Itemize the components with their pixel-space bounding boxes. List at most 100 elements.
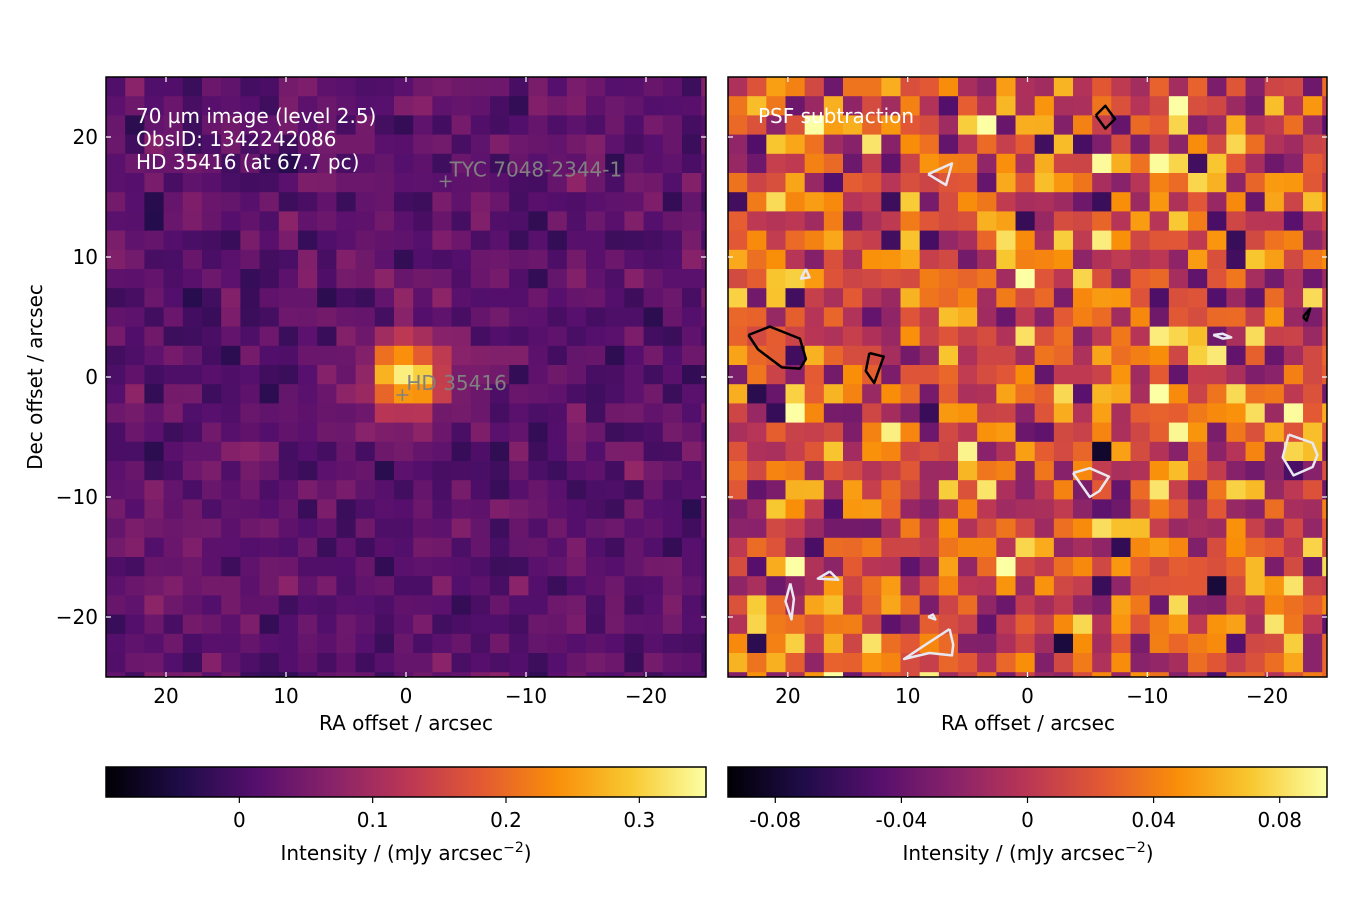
marker-label: HD 35416	[406, 371, 506, 395]
heatmap-cell	[490, 576, 510, 596]
heatmap-cell	[106, 672, 126, 677]
heatmap-cell	[1303, 211, 1323, 232]
heatmap-cell	[221, 422, 241, 443]
heatmap-cell	[996, 595, 1017, 616]
heatmap-cell	[1149, 211, 1170, 232]
heatmap-cell	[125, 153, 145, 174]
heatmap-cell	[1207, 422, 1227, 443]
heatmap-cell	[823, 326, 844, 347]
heatmap-cell	[374, 249, 395, 270]
heatmap-cell	[202, 384, 222, 404]
heatmap-cell	[547, 134, 568, 155]
heatmap-cell	[317, 461, 337, 481]
heatmap-cell	[662, 365, 683, 385]
heatmap-cell	[182, 326, 203, 347]
heatmap-cell	[451, 422, 472, 443]
heatmap-cell	[881, 173, 902, 193]
heatmap-cell	[163, 269, 184, 289]
heatmap-cell	[804, 249, 825, 270]
heatmap-cell	[881, 461, 902, 481]
heatmap-cell	[1092, 326, 1112, 347]
heatmap-cell	[1188, 134, 1208, 155]
heatmap-cell	[1073, 653, 1093, 673]
heatmap-cell	[240, 269, 261, 289]
heatmap-cell	[996, 230, 1017, 251]
heatmap-cell	[1245, 326, 1266, 347]
heatmap-cell	[374, 269, 395, 289]
heatmap-cell	[374, 537, 395, 558]
heatmap-cell	[163, 422, 184, 443]
heatmap-cell	[701, 461, 706, 481]
heatmap-cell	[336, 307, 357, 328]
heatmap-cell	[586, 173, 606, 193]
heatmap-cell	[259, 633, 280, 654]
heatmap-cell	[624, 422, 645, 443]
heatmap-cell	[106, 269, 126, 289]
heatmap-cell	[862, 480, 882, 500]
heatmap-cell	[490, 518, 510, 539]
x-tick-label: 20	[775, 684, 800, 708]
heatmap-cell	[1188, 249, 1208, 270]
heatmap-cell	[785, 537, 806, 558]
heatmap-cell	[374, 384, 395, 404]
heatmap-cell	[1130, 230, 1151, 251]
heatmap-cell	[1092, 499, 1112, 520]
heatmap-cell	[958, 173, 978, 193]
heatmap-cell	[1283, 211, 1304, 232]
heatmap-cell	[125, 537, 145, 558]
heatmap-cell	[977, 461, 997, 481]
contour-positive	[1302, 307, 1312, 322]
heatmap-cell	[202, 230, 222, 251]
heatmap-cell	[182, 345, 203, 366]
heatmap-cell	[1303, 518, 1323, 539]
heatmap-cell	[278, 211, 299, 232]
heatmap-cell	[958, 595, 978, 616]
heatmap-cell	[336, 557, 357, 577]
heatmap-cell	[221, 115, 241, 136]
heatmap-cell	[1207, 153, 1227, 174]
heatmap-cell	[862, 403, 882, 424]
heatmap-cell	[1130, 96, 1151, 116]
heatmap-cell	[1207, 77, 1227, 97]
heatmap-cell	[259, 614, 280, 635]
heatmap-cell	[624, 307, 645, 328]
heatmap-cell	[182, 307, 203, 328]
heatmap-cell	[451, 96, 472, 116]
heatmap-cell	[900, 614, 921, 635]
heatmap-cell	[996, 326, 1017, 347]
heatmap-cell	[804, 134, 825, 155]
heatmap-cell	[374, 211, 395, 232]
heatmap-cell	[977, 480, 997, 500]
heatmap-cell	[958, 269, 978, 289]
heatmap-cell	[221, 307, 241, 328]
heatmap-cell	[662, 672, 683, 677]
heatmap-cell	[240, 192, 261, 212]
heatmap-cell	[996, 96, 1017, 116]
heatmap-cell	[144, 269, 165, 289]
heatmap-cell	[278, 461, 299, 481]
heatmap-cell	[144, 422, 165, 443]
heatmap-cell	[747, 422, 767, 443]
heatmap-cell	[1149, 480, 1170, 500]
heatmap-cell	[336, 230, 357, 251]
heatmap-cell	[1303, 633, 1323, 654]
heatmap-cell	[547, 96, 568, 116]
heatmap-cell	[881, 269, 902, 289]
heatmap-cell	[394, 211, 414, 232]
heatmap-cell	[1207, 249, 1227, 270]
heatmap-cell	[919, 461, 940, 481]
heatmap-cell	[451, 115, 472, 136]
heatmap-cell	[509, 211, 529, 232]
heatmap-cell	[881, 230, 902, 251]
heatmap-cell	[862, 518, 882, 539]
heatmap-cell	[144, 249, 165, 270]
heatmap-cell	[298, 96, 318, 116]
heatmap-cell	[1149, 192, 1170, 212]
heatmap-cell	[843, 384, 863, 404]
heatmap-cell	[509, 614, 529, 635]
heatmap-cell	[528, 230, 549, 251]
heatmap-cell	[1111, 672, 1132, 677]
heatmap-cell	[996, 134, 1017, 155]
x-tick-label: 0	[400, 684, 413, 708]
heatmap-cell	[900, 96, 921, 116]
